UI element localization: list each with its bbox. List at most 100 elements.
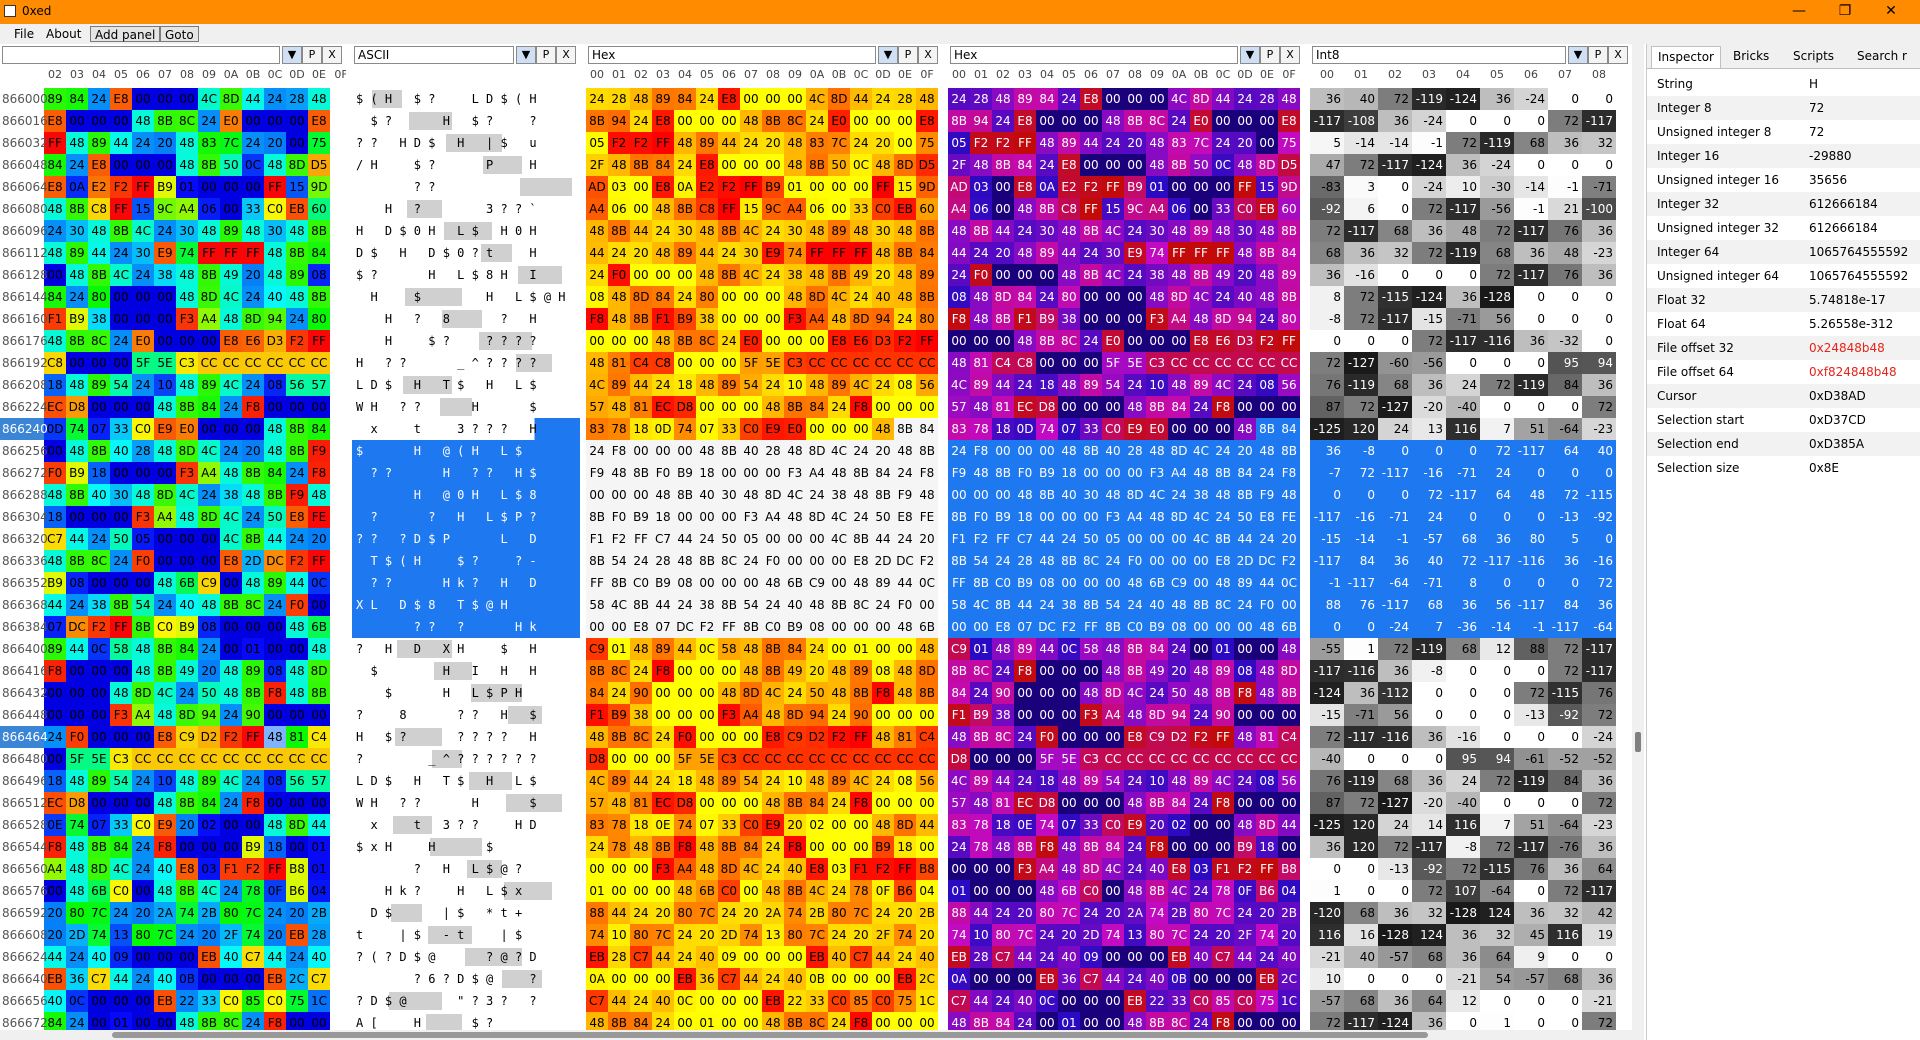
- hex-byte-cell[interactable]: A4: [586, 198, 608, 220]
- int8-cell[interactable]: 32: [1378, 242, 1412, 264]
- hex-byte-cell[interactable]: 00: [1080, 308, 1102, 330]
- hex-byte-cell[interactable]: 00: [740, 462, 762, 484]
- hex-byte-cell[interactable]: 4C: [220, 770, 242, 792]
- int8-cell[interactable]: 0: [1514, 726, 1548, 748]
- hex-byte-cell[interactable]: 48: [894, 682, 916, 704]
- hex-byte-cell[interactable]: 48: [992, 638, 1014, 660]
- hex-byte-cell[interactable]: 00: [1058, 704, 1080, 726]
- int8-cell[interactable]: -117: [1344, 572, 1378, 594]
- hex-byte-cell[interactable]: 8B: [718, 836, 740, 858]
- hex-byte-cell[interactable]: 4C: [1102, 858, 1124, 880]
- hex-byte-cell[interactable]: 00: [948, 330, 970, 352]
- hex-byte-cell[interactable]: 24: [652, 374, 674, 396]
- hex-byte-cell[interactable]: 48: [1168, 220, 1190, 242]
- hex-byte-cell[interactable]: 38: [1058, 594, 1080, 616]
- hex-byte-cell[interactable]: C7: [948, 990, 970, 1012]
- hex-byte-cell[interactable]: 00: [674, 352, 696, 374]
- hex-byte-cell[interactable]: 10: [784, 374, 806, 396]
- hex-byte-cell[interactable]: 08: [948, 286, 970, 308]
- int8-cell[interactable]: -117: [1378, 462, 1412, 484]
- int8-cell[interactable]: 0: [1310, 616, 1344, 638]
- hex-byte-cell[interactable]: 0B: [176, 968, 198, 990]
- hex-byte-cell[interactable]: 24: [948, 836, 970, 858]
- hex-byte-cell[interactable]: 48: [806, 594, 828, 616]
- hex-byte-cell[interactable]: 89: [674, 242, 696, 264]
- hex-byte-cell[interactable]: 4C: [828, 506, 850, 528]
- hex-byte-cell[interactable]: 00: [1036, 440, 1058, 462]
- int8-cell[interactable]: 76: [1344, 594, 1378, 616]
- hex-byte-cell[interactable]: 5F: [132, 352, 154, 374]
- hex-byte-cell[interactable]: 44: [652, 594, 674, 616]
- hex-byte-cell[interactable]: C4: [308, 726, 330, 748]
- int8-cell[interactable]: 68: [1480, 242, 1514, 264]
- hex-byte-cell[interactable]: 00: [740, 946, 762, 968]
- hex-byte-cell[interactable]: CC: [894, 748, 916, 770]
- int8-cell[interactable]: 72: [1480, 440, 1514, 462]
- int8-cell[interactable]: 0: [1480, 704, 1514, 726]
- hex-byte-cell[interactable]: F0: [132, 550, 154, 572]
- hex-byte-cell[interactable]: 89: [718, 374, 740, 396]
- hex-byte-cell[interactable]: DC: [264, 550, 286, 572]
- hex-byte-cell[interactable]: 24: [674, 594, 696, 616]
- hex-byte-cell[interactable]: 00: [652, 968, 674, 990]
- int8-cell[interactable]: -128: [1480, 286, 1514, 308]
- hex-byte-cell[interactable]: 06: [806, 198, 828, 220]
- hex-byte-cell[interactable]: 8B: [66, 330, 88, 352]
- hex-byte-cell[interactable]: 9C: [762, 198, 784, 220]
- hex-byte-cell[interactable]: 48: [44, 242, 66, 264]
- hex-byte-cell[interactable]: 00: [44, 704, 66, 726]
- int8-cell[interactable]: 72: [1548, 638, 1582, 660]
- hex-byte-cell[interactable]: 2F: [872, 924, 894, 946]
- int8-cell[interactable]: -57: [1310, 990, 1344, 1012]
- int8-cell[interactable]: 0: [1480, 110, 1514, 132]
- hex-byte-cell[interactable]: EC: [652, 396, 674, 418]
- hex-byte-cell[interactable]: 48: [762, 396, 784, 418]
- hex-byte-cell[interactable]: 89: [1014, 88, 1036, 110]
- hex-byte-cell[interactable]: 24: [132, 968, 154, 990]
- hex-byte-cell[interactable]: 74: [1102, 924, 1124, 946]
- hex-byte-cell[interactable]: 81: [970, 352, 992, 374]
- hex-byte-cell[interactable]: 24: [630, 110, 652, 132]
- int8-cell[interactable]: 0: [1344, 858, 1378, 880]
- hex-byte-cell[interactable]: 00: [1102, 154, 1124, 176]
- hex-byte-cell[interactable]: 8B: [1256, 242, 1278, 264]
- hex-byte-cell[interactable]: 24: [1080, 242, 1102, 264]
- int8-cell[interactable]: 0: [1582, 946, 1616, 968]
- hex-byte-cell[interactable]: 30: [674, 220, 696, 242]
- hex-byte-cell[interactable]: 00: [762, 286, 784, 308]
- int8-cell[interactable]: -127: [1378, 396, 1412, 418]
- int8-cell[interactable]: -115: [1480, 858, 1514, 880]
- hex-byte-cell[interactable]: 08: [66, 572, 88, 594]
- hex-byte-cell[interactable]: 48: [948, 726, 970, 748]
- hex-byte-cell[interactable]: F9: [948, 462, 970, 484]
- hex-byte-cell[interactable]: 2D: [718, 924, 740, 946]
- hex-byte-cell[interactable]: 0A: [1036, 176, 1058, 198]
- hex-byte-cell[interactable]: 00: [1234, 638, 1256, 660]
- hex-byte-cell[interactable]: E8: [1014, 110, 1036, 132]
- hex-byte-cell[interactable]: 24: [652, 726, 674, 748]
- menu-file[interactable]: File: [14, 27, 35, 41]
- int8-cell[interactable]: 0: [1514, 1012, 1548, 1030]
- hex-byte-cell[interactable]: F2: [894, 330, 916, 352]
- int8-cell[interactable]: 36: [1582, 594, 1616, 616]
- hex-byte-cell[interactable]: 48: [1190, 308, 1212, 330]
- hex-byte-cell[interactable]: 48: [608, 154, 630, 176]
- hex-byte-cell[interactable]: 2C: [286, 968, 308, 990]
- hex-byte-cell[interactable]: 8B: [1278, 220, 1300, 242]
- hex-byte-cell[interactable]: 48: [992, 836, 1014, 858]
- hex-byte-cell[interactable]: 84: [586, 682, 608, 704]
- hex-byte-cell[interactable]: 48: [66, 770, 88, 792]
- hex-byte-cell[interactable]: 89: [220, 220, 242, 242]
- ascii-row[interactable]: $ H L $ P H: [352, 682, 580, 704]
- hex-byte-cell[interactable]: 44: [1036, 528, 1058, 550]
- int8-cell[interactable]: 0: [1412, 264, 1446, 286]
- hex-byte-cell[interactable]: 00: [66, 352, 88, 374]
- hex-byte-cell[interactable]: 40: [154, 858, 176, 880]
- hex-byte-cell[interactable]: 18: [1256, 836, 1278, 858]
- int8-cell[interactable]: -16: [1344, 506, 1378, 528]
- hex-byte-cell[interactable]: DC: [1256, 550, 1278, 572]
- hex-byte-cell[interactable]: F2: [110, 176, 132, 198]
- hex-byte-cell[interactable]: B9: [630, 506, 652, 528]
- hex-byte-cell[interactable]: 33: [110, 418, 132, 440]
- hex-byte-cell[interactable]: A4: [806, 308, 828, 330]
